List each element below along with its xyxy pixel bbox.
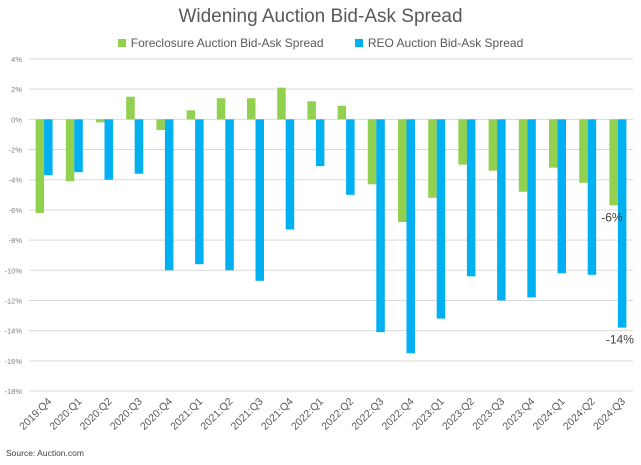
x-tick-label: 2021:Q4 bbox=[259, 396, 296, 433]
y-tick-label: -18% bbox=[4, 387, 22, 396]
x-tick-label: 2020:Q4 bbox=[138, 396, 175, 433]
x-tick-label: 2023:Q4 bbox=[500, 396, 537, 433]
y-tick-label: -16% bbox=[4, 357, 22, 366]
y-tick-label: -6% bbox=[9, 206, 23, 215]
bar-reo bbox=[134, 119, 144, 174]
bar-reo bbox=[617, 119, 627, 328]
chart-title: Widening Auction Bid-Ask Spread bbox=[178, 6, 463, 27]
bar-foreclosure bbox=[398, 119, 407, 222]
bar-foreclosure bbox=[428, 119, 437, 198]
bar-foreclosure bbox=[126, 96, 135, 120]
bar-reo bbox=[44, 119, 53, 176]
bar-foreclosure bbox=[609, 119, 618, 206]
bar-foreclosure bbox=[458, 119, 467, 165]
x-tick-label: 2021:Q3 bbox=[229, 396, 266, 433]
bar-reo bbox=[557, 119, 566, 274]
bar-reo bbox=[406, 119, 415, 354]
x-tick-label: 2021:Q1 bbox=[168, 396, 205, 433]
bar-foreclosure bbox=[156, 119, 165, 130]
bar-foreclosure bbox=[247, 98, 256, 120]
bar-reo bbox=[527, 119, 536, 298]
x-tick-label: 2023:Q3 bbox=[470, 396, 507, 433]
bar-foreclosure bbox=[337, 105, 347, 120]
y-tick-label: -2% bbox=[9, 146, 23, 155]
y-axis-ticks: 4% 2% 0% -2% -4% -6% -8% -10% -12% -14% -16% -18% bbox=[4, 55, 22, 396]
x-tick-label: 2022:Q4 bbox=[380, 396, 417, 433]
x-tick-label: 2023:Q1 bbox=[410, 396, 447, 433]
bar-reo bbox=[497, 119, 506, 301]
bar-foreclosure bbox=[518, 119, 528, 192]
y-tick-label: -10% bbox=[4, 266, 22, 275]
x-tick-label: 2020:Q2 bbox=[78, 396, 115, 433]
data-label: -14% bbox=[606, 333, 634, 347]
bar-foreclosure bbox=[186, 110, 196, 120]
x-tick-label: 2022:Q2 bbox=[319, 396, 356, 433]
bars bbox=[35, 87, 627, 354]
bar-reo bbox=[225, 119, 234, 271]
x-tick-label: 2022:Q1 bbox=[289, 396, 326, 433]
bar-reo bbox=[315, 119, 325, 167]
gridlines bbox=[29, 58, 633, 392]
x-tick-label: 2020:Q1 bbox=[47, 396, 84, 433]
y-tick-label: -14% bbox=[4, 327, 22, 336]
bar-reo bbox=[587, 119, 597, 275]
source-note: Source: Auction.com bbox=[6, 448, 84, 458]
x-tick-label: 2024:Q3 bbox=[591, 396, 628, 433]
bar-foreclosure bbox=[307, 101, 316, 120]
y-tick-label: 4% bbox=[11, 55, 22, 64]
legend-item-foreclosure: Foreclosure Auction Bid-Ask Spread bbox=[117, 36, 324, 50]
legend-label-reo: REO Auction Bid-Ask Spread bbox=[367, 36, 524, 50]
bar-foreclosure bbox=[579, 119, 588, 183]
bar-reo bbox=[466, 119, 476, 277]
bar-foreclosure bbox=[35, 119, 45, 213]
x-tick-label: 2020:Q3 bbox=[108, 396, 145, 433]
y-tick-label: -12% bbox=[4, 296, 22, 305]
x-axis-labels: 2019:Q42020:Q12020:Q22020:Q32020:Q42021:… bbox=[17, 396, 628, 433]
bar-reo bbox=[376, 119, 385, 333]
x-tick-label: 2022:Q3 bbox=[349, 396, 386, 433]
data-labels: -6% -14% bbox=[601, 210, 634, 346]
y-tick-label: -8% bbox=[9, 236, 23, 245]
bar-foreclosure bbox=[488, 119, 498, 171]
legend-swatch-foreclosure bbox=[117, 39, 126, 47]
bar-reo bbox=[104, 119, 113, 180]
y-tick-label: 2% bbox=[11, 85, 22, 94]
bar-foreclosure bbox=[277, 87, 286, 120]
bar-reo bbox=[285, 119, 295, 230]
x-tick-label: 2024:Q2 bbox=[561, 396, 598, 433]
data-label: -6% bbox=[601, 210, 623, 224]
y-tick-label: -4% bbox=[9, 176, 23, 185]
legend-item-reo: REO Auction Bid-Ask Spread bbox=[354, 36, 524, 50]
x-tick-label: 2019:Q4 bbox=[17, 396, 54, 433]
legend-swatch-reo bbox=[354, 39, 363, 47]
legend-label-foreclosure: Foreclosure Auction Bid-Ask Spread bbox=[130, 36, 324, 50]
x-tick-label: 2023:Q2 bbox=[440, 396, 477, 433]
bar-foreclosure bbox=[367, 119, 377, 185]
bar-reo bbox=[74, 119, 83, 173]
bar-reo bbox=[164, 119, 174, 271]
x-tick-label: 2021:Q2 bbox=[198, 396, 235, 433]
bar-foreclosure bbox=[65, 119, 75, 182]
bar-foreclosure bbox=[216, 98, 226, 120]
bar-reo bbox=[195, 119, 204, 265]
bar-reo bbox=[436, 119, 446, 319]
bar-foreclosure bbox=[96, 119, 105, 123]
y-tick-label: 0% bbox=[11, 115, 22, 124]
legend: Foreclosure Auction Bid-Ask Spread REO A… bbox=[0, 36, 641, 50]
bar-reo bbox=[255, 119, 264, 281]
bar-foreclosure bbox=[549, 119, 558, 168]
bar-reo bbox=[346, 119, 355, 195]
x-tick-label: 2024:Q1 bbox=[531, 396, 568, 433]
